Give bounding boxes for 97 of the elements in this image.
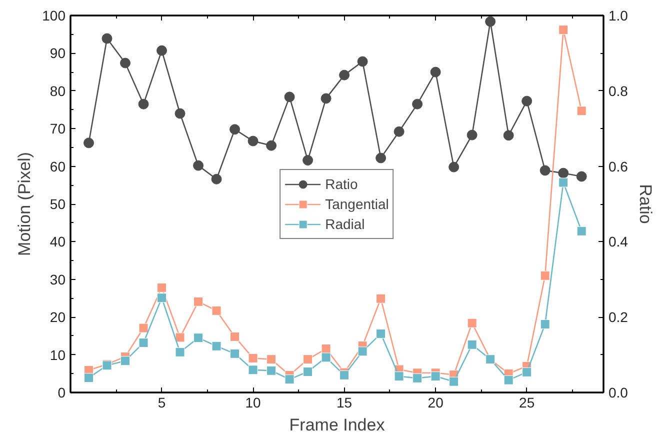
legend-label: Ratio [325, 176, 358, 192]
point [193, 160, 204, 171]
point [138, 338, 148, 348]
point [157, 282, 167, 292]
point [102, 33, 112, 44]
point [357, 56, 368, 67]
point [503, 130, 514, 141]
point [522, 96, 532, 106]
point [558, 25, 568, 35]
point [84, 373, 94, 383]
point [194, 296, 204, 306]
point [284, 92, 295, 102]
point [412, 98, 423, 110]
y-tick-label: 70 [50, 120, 66, 137]
point [430, 372, 440, 382]
point [248, 353, 258, 363]
point [211, 174, 222, 184]
point [157, 293, 167, 303]
x-tick-label: 10 [245, 394, 262, 410]
y2-tick-label: 1.0 [608, 8, 628, 24]
y-tick-label: 60 [50, 158, 66, 174]
point [394, 372, 404, 382]
point [340, 370, 350, 380]
point [212, 341, 222, 351]
point [84, 138, 94, 148]
point [522, 367, 532, 377]
x-tick-label: 25 [519, 394, 535, 410]
point [576, 171, 587, 182]
y2-tick-label: 0.8 [608, 82, 628, 99]
point [376, 294, 386, 304]
y-tick-label: 90 [50, 45, 66, 62]
point [467, 340, 477, 350]
point [174, 108, 186, 119]
point [540, 165, 550, 176]
point [449, 376, 459, 386]
point [156, 45, 168, 56]
y-tick-label: 80 [50, 82, 66, 99]
point [248, 136, 258, 146]
point [138, 323, 148, 333]
point [266, 366, 276, 376]
y2-axis-title: Ratio [636, 184, 655, 224]
legend-label: Radial [325, 216, 365, 232]
point [467, 318, 477, 328]
point [430, 66, 441, 78]
point [230, 332, 240, 342]
point [540, 320, 550, 330]
point [504, 375, 514, 385]
point [358, 346, 368, 356]
point [266, 354, 276, 364]
y-tick-label: 50 [50, 196, 66, 212]
y-tick-label: 30 [50, 271, 66, 288]
point [576, 106, 586, 116]
point [558, 168, 569, 178]
point [412, 373, 422, 383]
y2-tick-label: 0.0 [608, 384, 628, 400]
y-tick-label: 20 [50, 309, 66, 326]
point [248, 365, 258, 375]
point [175, 347, 185, 357]
point [394, 126, 404, 137]
point [212, 306, 222, 316]
x-tick-label: 5 [158, 394, 166, 410]
y-tick-label: 0 [58, 384, 66, 400]
y2-tick-label: 0.6 [608, 158, 628, 174]
point [339, 70, 350, 80]
point [320, 93, 332, 104]
point [284, 374, 294, 384]
point [485, 16, 496, 27]
point [376, 152, 386, 164]
y2-tick-label: 0.2 [608, 309, 628, 326]
x-axis-title: Frame Index [289, 416, 386, 434]
x-tick-label: 20 [428, 394, 444, 410]
point [558, 178, 568, 188]
point [175, 332, 185, 342]
point [230, 348, 240, 358]
point [138, 98, 149, 110]
y-axis-title: Motion (Pixel) [15, 152, 34, 256]
point [303, 367, 313, 377]
point [302, 155, 314, 166]
point [194, 333, 204, 343]
legend-label: Tangential [325, 196, 389, 212]
point [448, 162, 460, 172]
point [120, 356, 130, 366]
x-tick-label: 15 [336, 394, 352, 410]
point [540, 270, 550, 280]
y-tick-label: 100 [42, 8, 66, 24]
y-tick-label: 40 [50, 234, 66, 250]
point [376, 328, 386, 338]
point [120, 58, 131, 68]
point [321, 352, 331, 362]
point [230, 124, 240, 135]
y2-tick-label: 0.4 [608, 234, 628, 250]
point [576, 226, 586, 236]
point [321, 344, 331, 354]
point [466, 130, 478, 140]
point [266, 140, 277, 151]
point [303, 354, 313, 364]
y-tick-label: 10 [50, 346, 66, 363]
